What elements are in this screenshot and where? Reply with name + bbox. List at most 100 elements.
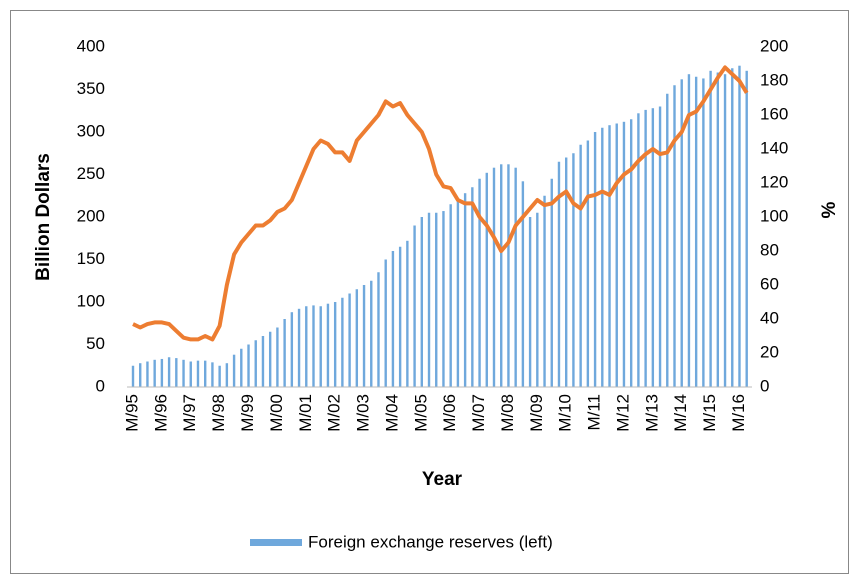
bar <box>449 204 452 387</box>
bar <box>268 331 272 387</box>
bar <box>666 93 669 387</box>
x-tick-label: M/08 <box>498 394 517 432</box>
bar <box>680 79 683 388</box>
y-tick-label: 300 <box>77 121 105 140</box>
bar <box>550 178 553 387</box>
bar <box>731 68 734 387</box>
frame <box>10 10 849 574</box>
bar <box>377 272 380 387</box>
y2-tick-label: 140 <box>760 138 788 157</box>
x-tick-label: M/15 <box>700 394 719 432</box>
bar <box>586 140 590 387</box>
bar <box>160 358 164 387</box>
bar <box>694 76 698 387</box>
bar <box>629 119 633 387</box>
y2-axis-title: % <box>819 201 840 218</box>
y2-tick-label: 100 <box>760 206 788 225</box>
y2-tick-label: 80 <box>760 240 779 259</box>
y2-tick-label: 40 <box>760 308 779 327</box>
bar <box>442 211 445 387</box>
bar <box>536 212 539 387</box>
bar <box>644 109 647 388</box>
bar <box>745 70 748 388</box>
bar <box>687 74 691 387</box>
x-tick-label: M/00 <box>267 394 286 432</box>
bar <box>702 78 705 387</box>
bar <box>579 144 582 387</box>
bar <box>463 193 467 387</box>
bar <box>565 157 568 387</box>
x-tick-label: M/16 <box>729 394 748 432</box>
bar <box>333 302 337 387</box>
x-axis-title: Year <box>422 469 463 490</box>
bar <box>225 363 229 387</box>
x-tick-label: M/13 <box>642 394 661 432</box>
bar <box>478 178 481 387</box>
x-tick-label: M/10 <box>556 394 575 432</box>
bar <box>167 357 171 387</box>
bar <box>319 306 322 387</box>
bar <box>406 240 409 387</box>
bar <box>485 172 488 387</box>
y-tick-label: 400 <box>77 36 105 55</box>
x-tick-label: M/99 <box>238 394 257 432</box>
y2-tick-label: 180 <box>760 70 788 89</box>
bar <box>391 251 395 387</box>
y-tick-label: 250 <box>77 164 105 183</box>
y2-tick-label: 0 <box>760 376 769 395</box>
x-tick-label: M/09 <box>527 394 546 432</box>
bar <box>189 361 192 387</box>
x-tick-label: M/07 <box>469 394 488 432</box>
bar <box>507 164 510 387</box>
bar <box>557 161 561 387</box>
bar <box>153 359 156 387</box>
bar <box>435 212 438 387</box>
bar <box>738 65 741 387</box>
x-tick-label: M/04 <box>382 394 401 432</box>
y2-tick-label: 160 <box>760 104 788 123</box>
bar <box>276 327 279 387</box>
bar <box>615 123 618 387</box>
bar <box>608 125 611 387</box>
x-tick-label: M/14 <box>671 394 690 432</box>
bar <box>673 85 676 387</box>
x-tick-label: M/12 <box>613 394 632 432</box>
bar <box>204 360 207 387</box>
bar <box>456 198 460 387</box>
bar <box>240 348 243 387</box>
bar <box>622 121 626 388</box>
bar <box>723 74 727 387</box>
bar <box>500 164 503 387</box>
bar <box>326 303 330 387</box>
bar <box>572 153 575 387</box>
x-tick-label: M/95 <box>122 394 141 432</box>
bar <box>232 354 236 387</box>
y-axis-title: Billion Dollars <box>33 153 54 281</box>
bar <box>247 344 250 387</box>
bar <box>261 336 265 387</box>
bar <box>716 72 720 387</box>
x-tick-label: M/98 <box>209 394 228 432</box>
bar <box>254 340 257 387</box>
bar <box>131 365 135 387</box>
x-tick-label: M/06 <box>440 394 459 432</box>
y2-tick-label: 20 <box>760 342 779 361</box>
bar <box>196 360 200 387</box>
y2-tick-label: 60 <box>760 274 779 293</box>
x-tick-label: M/02 <box>325 394 344 432</box>
y-tick-label: 350 <box>77 79 105 98</box>
y-tick-label: 50 <box>86 334 105 353</box>
bar <box>175 358 178 387</box>
bar <box>139 363 142 387</box>
y2-tick-label: 120 <box>760 172 788 191</box>
y-tick-label: 150 <box>77 249 105 268</box>
bar <box>362 285 366 387</box>
bar <box>355 289 359 387</box>
bar <box>492 167 496 387</box>
bar <box>341 297 344 387</box>
y-tick-label: 0 <box>96 376 105 395</box>
bar <box>427 212 431 387</box>
y-tick-label: 100 <box>77 291 105 310</box>
bar <box>651 108 655 387</box>
bar <box>637 113 640 388</box>
